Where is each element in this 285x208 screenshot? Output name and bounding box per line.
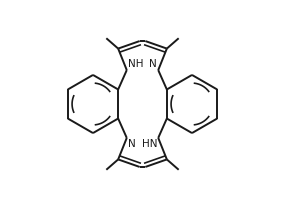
Text: HN: HN [142, 139, 157, 149]
Text: N: N [128, 139, 136, 149]
Text: N: N [149, 59, 157, 69]
Text: NH: NH [128, 59, 143, 69]
